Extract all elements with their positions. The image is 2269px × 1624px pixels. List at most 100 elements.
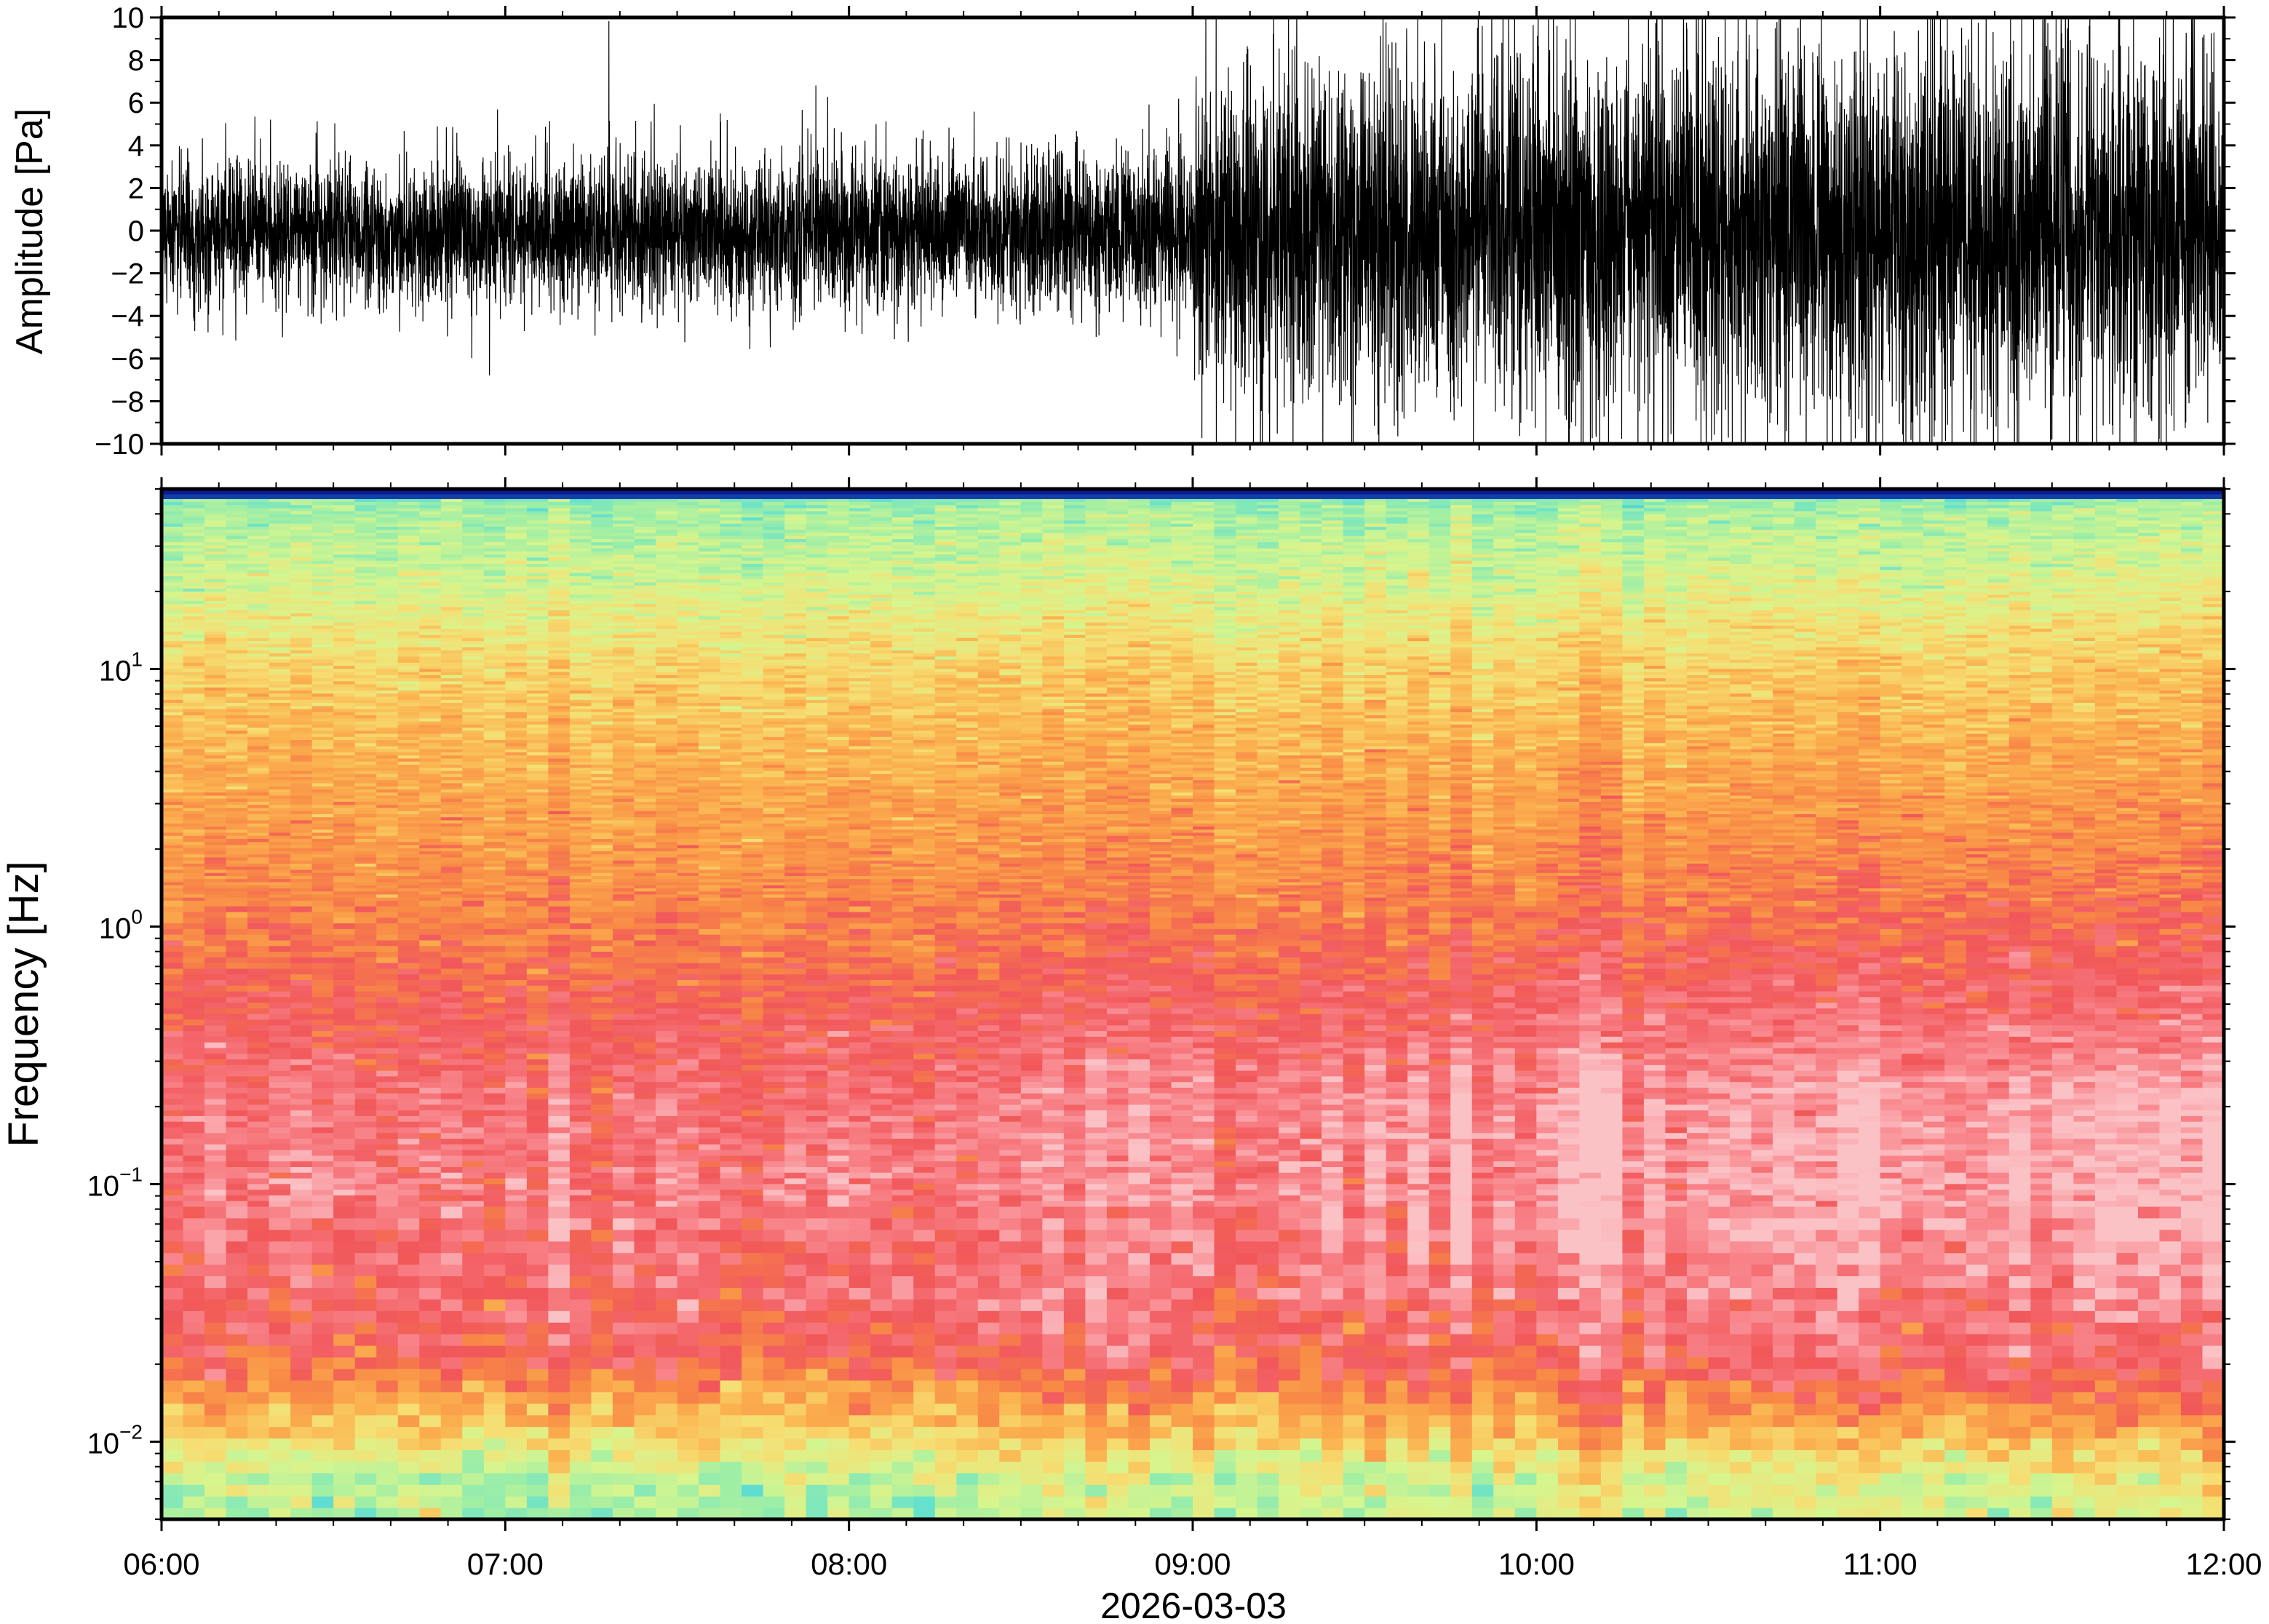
spectrogram-cell	[462, 1002, 485, 1008]
spectrogram-cell	[591, 835, 613, 839]
spectrogram-cell	[462, 742, 485, 747]
spectrogram-cell	[569, 1217, 592, 1230]
spectrogram-cell	[290, 712, 313, 716]
spectrogram-cell	[290, 1177, 313, 1185]
spectrogram-cell	[419, 560, 442, 564]
spectrogram-cell	[612, 662, 635, 666]
spectrogram-cell	[462, 594, 485, 598]
spectrogram-cell	[290, 816, 313, 821]
spectrogram-cell	[462, 996, 485, 1003]
spectrogram-cell	[290, 622, 313, 626]
spectrogram-cell	[569, 869, 592, 873]
spectrogram-cell	[204, 823, 227, 827]
spectrogram-cell	[634, 1310, 656, 1323]
spectrogram-cell	[397, 1014, 420, 1020]
spectrogram-cell	[183, 720, 205, 725]
spectrogram-cell	[483, 1132, 506, 1139]
spectrogram-cell	[247, 1368, 270, 1381]
spectrogram-cell	[483, 597, 506, 601]
spectrogram-cell	[591, 739, 613, 744]
spectrogram-cell	[548, 715, 571, 719]
spectrogram-cell	[612, 1345, 635, 1358]
spectrogram-cell	[483, 677, 506, 682]
spectrogram-cell	[569, 1334, 592, 1346]
spectrogram-cell	[290, 653, 313, 657]
spectrogram-cell	[505, 1206, 528, 1219]
spectrogram-cell	[247, 1496, 270, 1508]
spectrogram-cell	[354, 764, 377, 768]
spectrogram-cell	[612, 523, 635, 527]
spectrogram-cell	[612, 801, 635, 805]
spectrogram-cell	[591, 1087, 613, 1094]
spectrogram-cell	[462, 1368, 485, 1381]
spectrogram-cell	[290, 851, 313, 855]
spectrogram-cell	[333, 631, 356, 635]
spectrogram-cell	[269, 526, 291, 530]
spectrogram-cell	[462, 1008, 485, 1014]
spectrogram-cell	[440, 974, 463, 980]
spectrogram-cell	[612, 1104, 635, 1111]
spectrogram-cell	[505, 504, 528, 509]
spectrogram-cell	[247, 658, 270, 663]
spectrogram-cell	[419, 1172, 442, 1179]
spectrogram-cell	[526, 680, 549, 685]
spectrogram-cell	[440, 662, 463, 666]
spectrogram-cell	[162, 557, 184, 561]
spectrogram-cell	[162, 631, 184, 635]
spectrogram-cell	[333, 893, 356, 898]
spectrogram-cell	[483, 717, 506, 722]
spectrogram-cell	[483, 853, 506, 858]
spectrogram-cell	[247, 637, 270, 642]
spectrogram-cell	[183, 1252, 205, 1265]
spectrogram-cell	[440, 928, 463, 935]
spectrogram-cell	[311, 1030, 334, 1037]
spectrogram-cell	[440, 581, 463, 586]
spectrogram-cell	[354, 1132, 377, 1139]
spectrogram-cell	[376, 875, 399, 880]
waveform-series-line	[162, 17, 2224, 444]
spectrogram-cell	[204, 1496, 227, 1508]
spectrogram-cell	[483, 708, 506, 712]
spectrogram-cell	[634, 786, 656, 790]
spectrogram-cell	[204, 770, 227, 774]
spectrogram-cell	[376, 1414, 399, 1428]
spectrogram-cell	[397, 563, 420, 568]
spectrogram-cell	[376, 1252, 399, 1265]
spectrogram-cell	[569, 529, 592, 533]
spectrogram-cell	[526, 1310, 549, 1323]
spectrogram-cell	[376, 715, 399, 719]
spectrogram-cell	[612, 625, 635, 629]
spectrogram-cell	[569, 554, 592, 558]
spectrogram-cell	[204, 653, 227, 657]
spectrogram-cell	[612, 1356, 635, 1369]
spectrogram-cell	[354, 1496, 377, 1508]
spectrogram-cell	[591, 560, 613, 564]
spectrogram-cell	[526, 881, 549, 885]
spectrogram-cell	[311, 1087, 334, 1094]
spectrogram-cell	[462, 917, 485, 924]
spectrogram-cell	[462, 671, 485, 675]
spectrogram-cell	[247, 1002, 270, 1008]
spectrogram-cell	[333, 1081, 356, 1088]
spectrogram-cell	[397, 801, 420, 805]
spectrogram-cell	[247, 1229, 270, 1242]
spectrogram-cell	[226, 1030, 248, 1037]
spectrogram-cell	[634, 1426, 656, 1439]
spectrogram-cell	[419, 1036, 442, 1043]
spectrogram-cell	[526, 1229, 549, 1242]
spectrogram-cell	[376, 897, 399, 901]
spectrogram-cell	[419, 900, 442, 907]
spectrogram-cell	[247, 634, 270, 638]
spectrogram-cell	[397, 628, 420, 632]
spectrogram-cell	[269, 653, 291, 657]
spectrogram-cell	[548, 906, 571, 912]
spectrogram-cell	[548, 687, 571, 691]
spectrogram-cell	[462, 1299, 485, 1311]
spectrogram-cell	[376, 773, 399, 778]
spectrogram-cell	[204, 736, 227, 741]
spectrogram-cell	[569, 888, 592, 892]
spectrogram-cell	[204, 897, 227, 901]
spectrogram-cell	[419, 1177, 442, 1185]
spectrogram-cell	[419, 1345, 442, 1358]
spectrogram-cell	[526, 665, 549, 669]
